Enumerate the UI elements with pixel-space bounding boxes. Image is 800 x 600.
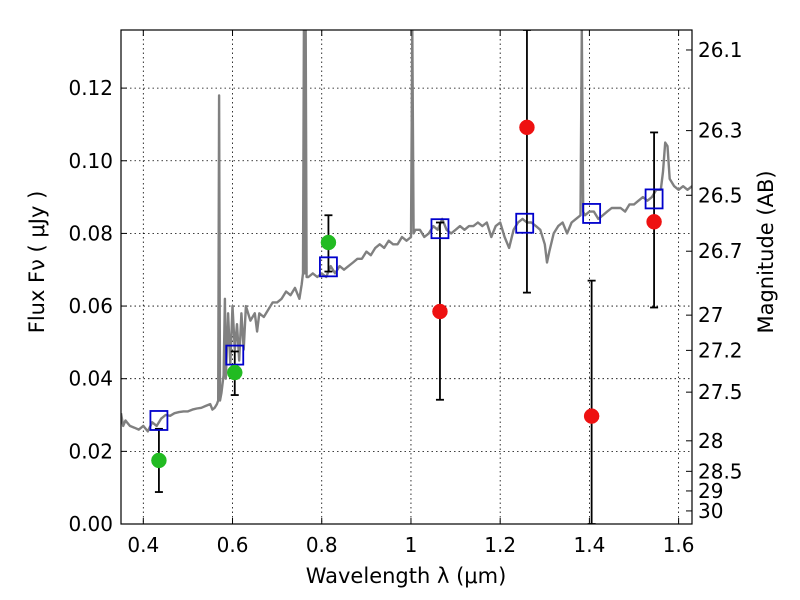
right-tick-label: 26.7 xyxy=(698,239,743,263)
y-axis-label: Flux Fν ( μJy ) xyxy=(25,191,49,334)
x-axis-label: Wavelength λ (μm) xyxy=(306,564,507,588)
y-tick-label: 0.00 xyxy=(68,512,113,536)
y-tick-label: 0.04 xyxy=(68,367,113,391)
y-tick-label: 0.06 xyxy=(68,294,113,318)
right-tick-label: 27.5 xyxy=(698,380,743,404)
x-tick-label: 0.6 xyxy=(217,533,249,557)
right-tick-label: 29 xyxy=(698,479,723,503)
model-spectrum xyxy=(121,30,692,433)
observed-point xyxy=(519,119,535,136)
spectrum-line xyxy=(121,30,692,433)
observed-point xyxy=(646,214,662,230)
y-tick-label: 0.12 xyxy=(68,76,113,100)
right-tick-label: 26.1 xyxy=(698,38,743,62)
x-tick-label: 1.6 xyxy=(663,533,695,557)
data-markers xyxy=(149,119,664,469)
y-tick-label: 0.10 xyxy=(68,149,113,173)
x-tick-label: 0.4 xyxy=(127,533,159,557)
plot-frame xyxy=(120,29,693,525)
right-axis-label: Magnitude (AB) xyxy=(754,170,778,333)
right-tick-label: 28 xyxy=(698,429,723,453)
observed-point xyxy=(583,408,600,424)
model-photometry-square xyxy=(149,410,169,431)
observed-point xyxy=(227,364,243,381)
right-tick-label: 30 xyxy=(698,499,723,523)
model-photometry-square xyxy=(225,344,245,366)
ticks: 0.4 0.6 0.8 1 1.2 1.4 1.6 0.00 0.02 0.04 0.06 0.08 0… xyxy=(68,30,743,557)
model-photometry-square xyxy=(515,212,535,234)
x-tick-label: 0.8 xyxy=(306,533,338,557)
y-tick-label: 0.02 xyxy=(68,439,113,463)
right-tick-label: 27 xyxy=(698,303,723,327)
observed-point xyxy=(320,234,337,251)
model-photometry-square xyxy=(430,218,450,240)
y-tick-label: 0.08 xyxy=(68,221,113,245)
model-photometry-square xyxy=(582,203,602,224)
x-tick-label: 1 xyxy=(405,533,418,557)
observed-point xyxy=(151,452,167,469)
right-tick-label: 26.3 xyxy=(698,119,743,143)
observed-point xyxy=(432,303,448,320)
model-photometry-square xyxy=(644,188,664,210)
right-tick-label: 26.5 xyxy=(698,183,743,207)
x-tick-label: 1.4 xyxy=(573,533,605,557)
grid xyxy=(121,30,692,524)
model-photometry-square xyxy=(319,256,338,278)
right-tick-label: 27.2 xyxy=(698,338,743,362)
right-tick-label: 28.5 xyxy=(698,459,743,483)
x-tick-label: 1.2 xyxy=(484,533,516,557)
